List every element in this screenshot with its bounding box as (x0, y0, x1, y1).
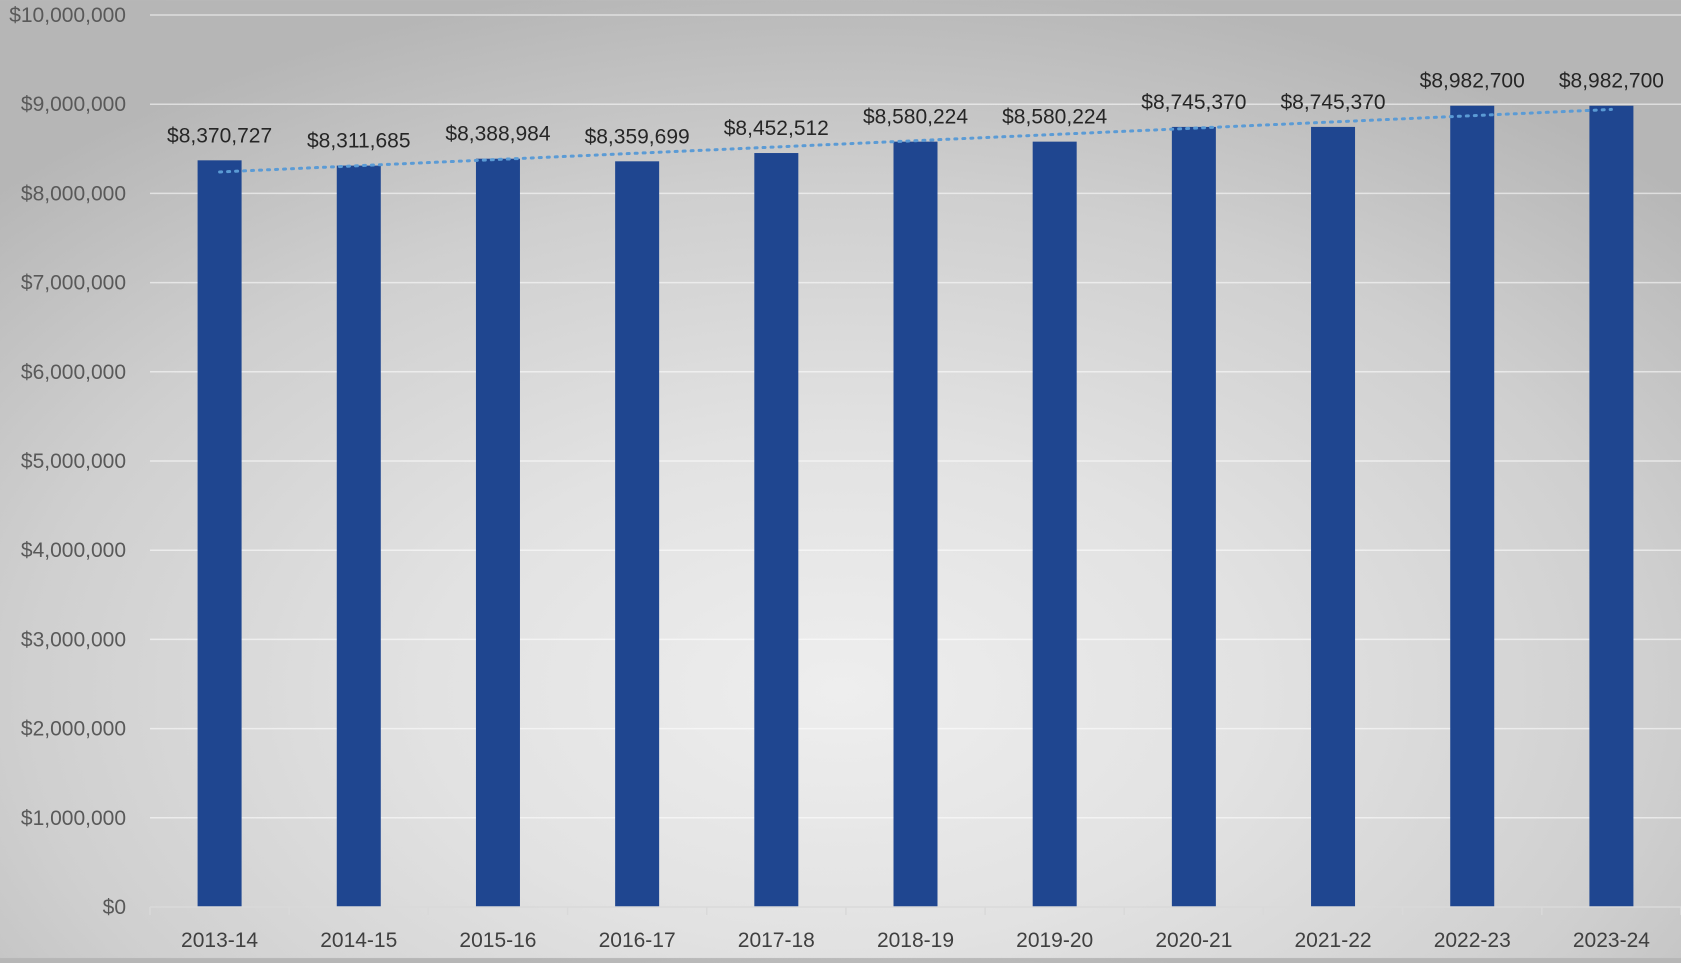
bar (475, 158, 520, 907)
x-tick-label: 2017-18 (738, 929, 815, 952)
data-label: $8,580,224 (1002, 106, 1107, 129)
y-tick-label: $4,000,000 (21, 539, 126, 562)
x-tick-label: 2014-15 (320, 929, 397, 952)
bar (1589, 105, 1634, 907)
y-tick-label: $1,000,000 (21, 807, 126, 830)
x-tick-label: 2018-19 (877, 929, 954, 952)
data-label: $8,359,699 (585, 125, 690, 148)
bar (615, 161, 660, 908)
data-label: $8,370,727 (167, 124, 272, 147)
y-tick-label: $8,000,000 (21, 182, 126, 205)
bar (1171, 126, 1216, 908)
x-axis: 2013-14 2014-15 2015-16 2016-17 2017-18 2018-… (149, 906, 1681, 952)
x-tick-label: 2013-14 (181, 929, 258, 952)
y-axis-tick-labels: $0 $1,000,000 $2,000,000 $3,000,000 $4,000,0… (9, 4, 126, 919)
bar (754, 153, 799, 907)
data-label: $8,745,370 (1280, 91, 1385, 114)
x-tick-label: 2019-20 (1016, 929, 1093, 952)
bar (197, 160, 242, 907)
y-tick-label: $0 (103, 896, 126, 919)
x-tick-label: 2023-24 (1573, 929, 1650, 952)
y-tick-label: $9,000,000 (21, 93, 126, 116)
x-tick-label: 2021-22 (1295, 929, 1372, 952)
bar (893, 141, 938, 907)
trendline (218, 107, 1613, 174)
data-label: $8,745,370 (1141, 91, 1246, 114)
data-label: $8,580,224 (863, 106, 968, 129)
data-label: $8,982,700 (1420, 70, 1525, 93)
y-tick-label: $10,000,000 (9, 4, 126, 27)
data-label: $8,982,700 (1559, 70, 1664, 93)
trendline-layer (218, 107, 1613, 174)
y-tick-label: $3,000,000 (21, 628, 126, 651)
x-tick-label: 2016-17 (599, 929, 676, 952)
bar (1032, 141, 1077, 907)
x-tick-label: 2020-21 (1155, 929, 1232, 952)
x-tick-label: 2015-16 (459, 929, 536, 952)
y-tick-label: $5,000,000 (21, 450, 126, 473)
data-label: $8,452,512 (724, 117, 829, 140)
bar (1450, 105, 1495, 907)
y-tick-label: $6,000,000 (21, 361, 126, 384)
y-tick-label: $7,000,000 (21, 272, 126, 295)
data-label: $8,388,984 (445, 123, 550, 146)
y-tick-label: $2,000,000 (21, 718, 126, 741)
bar (1311, 126, 1356, 908)
x-tick-label: 2022-23 (1434, 929, 1511, 952)
data-labels: $8,370,727 $8,311,685 $8,388,984 $8,359,699… (167, 70, 1664, 153)
bar (336, 165, 381, 907)
bars (197, 105, 1634, 908)
data-label: $8,311,685 (307, 130, 411, 153)
